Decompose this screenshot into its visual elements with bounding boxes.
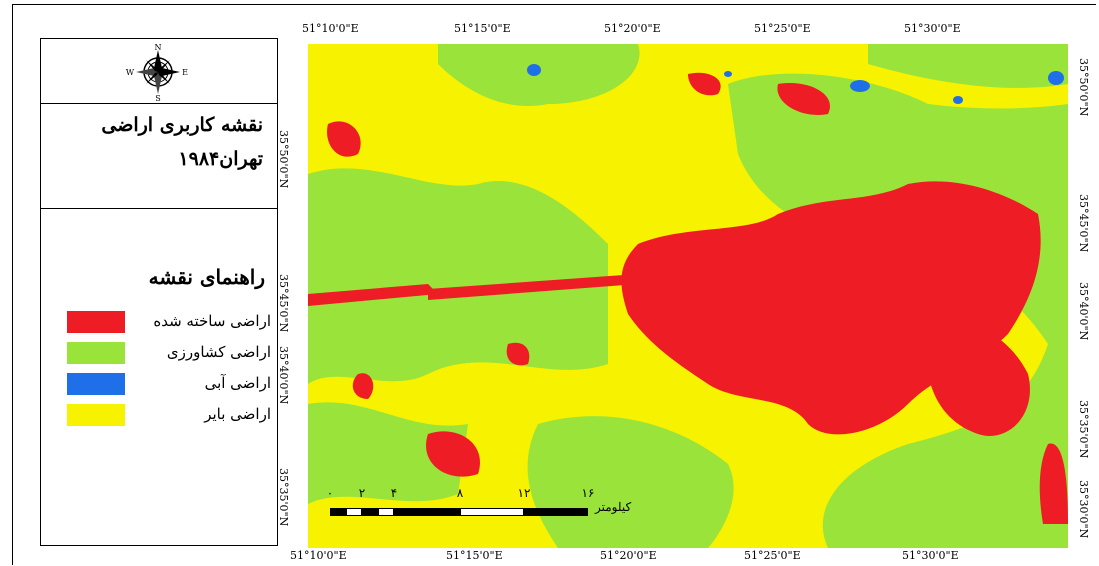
- axis-right-2: 35°45'0"N: [1077, 194, 1090, 253]
- legend-panel: N S E W نقشه کاربری اراضی تهران۱۹۸۴ راهن…: [40, 38, 278, 546]
- axis-top-4: 51°25'0"E: [754, 22, 811, 35]
- axis-top-5: 51°30'0"E: [904, 22, 961, 35]
- scale-seg-3: [362, 508, 378, 516]
- legend-label-barren: اراضی بایر: [204, 405, 271, 423]
- compass-n: N: [155, 43, 162, 52]
- scale-tick-0: ۰: [326, 486, 334, 500]
- legend-item-built: اراضی ساخته شده: [67, 311, 271, 333]
- axis-left-2: 35°45'0"N: [277, 274, 290, 333]
- axis-right-5: 35°30'0"N: [1077, 480, 1090, 539]
- compass-rose-icon: N S E W: [126, 43, 188, 103]
- axis-left-4: 35°35'0"N: [277, 468, 290, 527]
- scale-seg-4: [378, 508, 394, 516]
- scale-tick-4: ۴: [390, 486, 398, 500]
- legend-item-water: اراضی آبی: [67, 373, 271, 395]
- scale-seg-5: [394, 508, 460, 516]
- legend-swatch-barren: [67, 404, 125, 426]
- figure-frame: [12, 4, 1096, 565]
- legend-swatch-agri: [67, 342, 125, 364]
- scale-bar: ۰ ۲ ۴ ۸ ۱۲ ۱۶ کیلومتر: [326, 484, 631, 524]
- legend-item-barren: اراضی بایر: [67, 404, 271, 426]
- compass-w: W: [126, 68, 135, 77]
- axis-left-1: 35°50'0"N: [277, 130, 290, 189]
- scale-unit: کیلومتر: [595, 500, 632, 514]
- axis-right-1: 35°50'0"N: [1077, 58, 1090, 117]
- scale-tick-2: ۲: [358, 486, 366, 500]
- axis-right-4: 35°35'0"N: [1077, 400, 1090, 459]
- compass-s: S: [155, 94, 160, 103]
- scale-tick-8: ۸: [456, 486, 464, 500]
- legend-swatch-water: [67, 373, 125, 395]
- scale-seg-6: [460, 508, 524, 516]
- scale-seg-7: [524, 508, 588, 516]
- legend-label-water: اراضی آبی: [204, 374, 271, 392]
- land-use-map: [308, 44, 1068, 548]
- scale-seg-2: [346, 508, 362, 516]
- scale-tick-16: ۱۶: [581, 486, 595, 500]
- map-title-box: نقشه کاربری اراضی تهران۱۹۸۴: [41, 104, 277, 209]
- land-use-raster: [308, 44, 1068, 548]
- axis-left-3: 35°40'0"N: [277, 346, 290, 405]
- scale-tick-12: ۱۲: [517, 486, 531, 500]
- legend-label-built: اراضی ساخته شده: [153, 312, 271, 330]
- scale-seg-1: [330, 508, 346, 516]
- axis-bottom-5: 51°30'0"E: [902, 549, 959, 562]
- axis-top-3: 51°20'0"E: [604, 22, 661, 35]
- legend-swatch-built: [67, 311, 125, 333]
- axis-top-2: 51°15'0"E: [454, 22, 511, 35]
- axis-top-1: 51°10'0"E: [302, 22, 359, 35]
- legend-item-agri: اراضی کشاورزی: [67, 342, 271, 364]
- north-arrow: N S E W: [41, 39, 277, 104]
- axis-bottom-3: 51°20'0"E: [600, 549, 657, 562]
- axis-right-3: 35°40'0"N: [1077, 282, 1090, 341]
- axis-bottom-4: 51°25'0"E: [744, 549, 801, 562]
- axis-bottom-2: 51°15'0"E: [446, 549, 503, 562]
- axis-bottom-1: 51°10'0"E: [290, 549, 347, 562]
- compass-e: E: [182, 68, 188, 77]
- map-subtitle: تهران۱۹۸۴: [178, 148, 263, 170]
- legend-title: راهنمای نقشه: [148, 265, 265, 289]
- map-title: نقشه کاربری اراضی: [101, 114, 263, 136]
- legend-label-agri: اراضی کشاورزی: [166, 343, 271, 361]
